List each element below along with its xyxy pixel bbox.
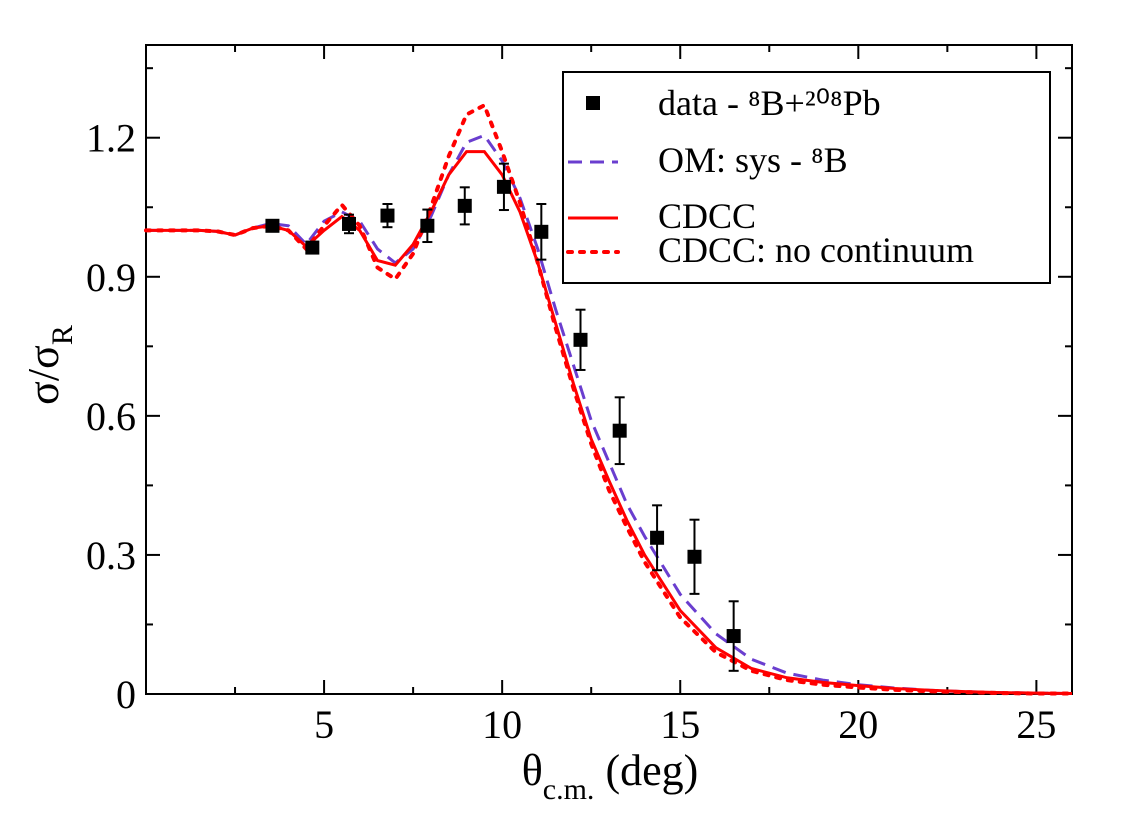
- legend-label: data - ⁸B+²⁰⁸Pb: [658, 83, 881, 123]
- curve: [144, 102, 1074, 696]
- y-tick-label: 0.6: [86, 394, 136, 439]
- data-point: [420, 218, 435, 233]
- y-axis-label: σ/σR: [19, 325, 79, 405]
- legend-label: CDCC: no continuum: [658, 230, 974, 270]
- legend-box: [562, 71, 1051, 284]
- plot-frame: [145, 44, 1073, 695]
- y-tick-label: 0.3: [86, 533, 136, 578]
- legend-label: CDCC: [658, 196, 756, 236]
- x-tick-label: 5: [314, 702, 334, 747]
- data-point: [650, 530, 665, 545]
- x-axis-label-tail: (deg): [594, 746, 698, 795]
- data-point: [342, 216, 357, 231]
- y-tick-label: 0.9: [86, 255, 136, 300]
- x-tick-label: 15: [660, 702, 700, 747]
- data-point: [496, 179, 511, 194]
- legend-label: OM: sys - ⁸B: [658, 140, 848, 180]
- data-point: [457, 198, 472, 213]
- x-tick-label: 10: [482, 702, 522, 747]
- data-point: [726, 629, 741, 644]
- x-axis-label-sub: c.m.: [543, 773, 595, 806]
- data-point: [687, 549, 702, 564]
- data-point: [573, 332, 588, 347]
- data-point: [305, 240, 320, 255]
- data-point: [534, 224, 549, 239]
- x-axis-label: θc.m. (deg): [522, 746, 699, 806]
- y-tick-label: 0: [116, 672, 136, 717]
- x-axis-label-main: θ: [522, 746, 543, 795]
- y-axis-label-sub: R: [46, 325, 79, 345]
- data-point: [380, 208, 395, 223]
- x-tick-label: 25: [1016, 702, 1056, 747]
- x-tick-label: 20: [838, 702, 878, 747]
- data-point: [612, 423, 627, 438]
- legend-symbol: [586, 96, 600, 110]
- y-axis-label-main: σ/σ: [19, 345, 68, 405]
- y-tick-label: 1.2: [86, 116, 136, 161]
- data-point: [265, 218, 280, 233]
